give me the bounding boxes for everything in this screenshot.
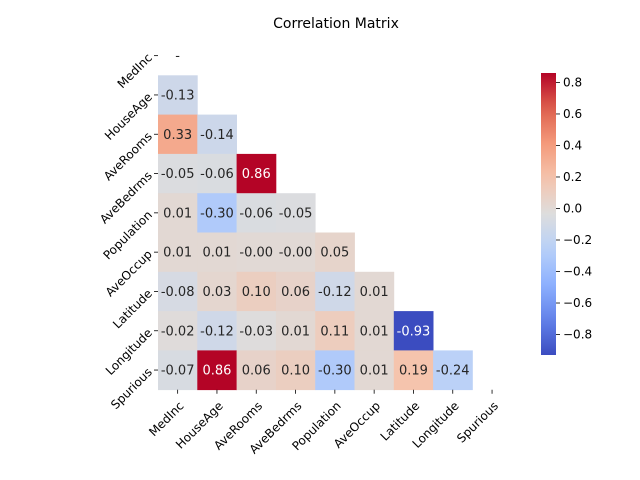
colorbar-tick-label: 0.8	[563, 75, 582, 89]
heatmap-cell-AveRooms-MedInc	[158, 114, 198, 155]
cell-value-label: -0.06	[200, 167, 234, 182]
cell-value-label: 0.11	[320, 324, 349, 339]
colorbar-tick-label: −0.8	[563, 328, 592, 342]
cell-value-label: -0.05	[279, 206, 313, 221]
cell-value-label: 0.19	[399, 364, 428, 379]
heatmap-cell-Spurious-AveOccup	[354, 350, 395, 391]
x-tick-label-Spurious: Spurious	[454, 399, 501, 446]
heatmap-cell-Longitude-MedInc	[158, 311, 198, 351]
cell-value-label: 0.05	[320, 246, 349, 261]
colorbar-tick-label: 0.6	[563, 107, 582, 121]
cell-value-label: -0.03	[239, 324, 273, 339]
cell-value-label: -0.93	[397, 324, 431, 339]
heatmap-cell-Spurious-AveRooms	[236, 350, 277, 391]
cell-value-label: 0.86	[242, 167, 271, 182]
cell-value-label: -0.02	[161, 324, 195, 339]
heatmap-cell-Latitude-AveOccup	[354, 271, 395, 312]
cell-value-label: 0.01	[202, 246, 231, 261]
heatmap-cell-AveOccup-AveBedrms	[275, 232, 316, 273]
heatmap-cell-AveBedrms-HouseAge	[197, 153, 237, 194]
heatmap-cell-Latitude-MedInc	[158, 271, 198, 312]
cell-value-label: 0.06	[281, 285, 310, 300]
heatmap-cell-HouseAge-MedInc	[158, 75, 198, 115]
cell-value-label: 0.86	[202, 364, 231, 379]
heatmap-cell-AveOccup-MedInc	[158, 232, 198, 273]
heatmap-cell-Spurious-AveBedrms	[275, 350, 316, 391]
heatmap-cell-Longitude-AveOccup	[354, 311, 395, 351]
y-tick-labels: MedIncHouseAgeAveRoomsAveBedrmsPopulatio…	[97, 51, 158, 412]
heatmap-cell-Latitude-AveBedrms	[275, 271, 316, 312]
cell-value-label: 0.01	[281, 324, 310, 339]
heatmap-cell-AveRooms-HouseAge	[197, 114, 237, 155]
cell-value-label: 0.06	[242, 364, 271, 379]
colorbar-tick-label: −0.6	[563, 296, 592, 310]
colorbar: 0.8 0.6 0.4 0.2 0.0 −0.2 −0.4 −0.6 −0.8	[541, 73, 592, 355]
cell-value-label: 0.01	[360, 285, 389, 300]
cell-value-label: 0.33	[163, 128, 192, 143]
heatmap-cell-Spurious-MedInc	[158, 350, 198, 391]
cell-value-label: -0.14	[200, 128, 234, 143]
heatmap-cell-Longitude-Population	[315, 311, 355, 351]
heatmap-cell-AveOccup-HouseAge	[197, 232, 237, 273]
cell-value-label: -0.05	[161, 167, 195, 182]
heatmap-cell-Latitude-AveRooms	[236, 271, 277, 312]
cell-value-label: 0.10	[281, 364, 310, 379]
colorbar-tick-label: −0.2	[563, 233, 592, 247]
heatmap-cell-Spurious-Longitude	[433, 350, 473, 391]
heatmap-cell-Population-AveBedrms	[275, 193, 316, 233]
colorbar-tick-label: −0.4	[563, 265, 592, 279]
heatmap-cell-AveBedrms-MedInc	[158, 153, 198, 194]
cell-value-label: 0.10	[242, 285, 271, 300]
heatmap-cells: -0.130.33 -0.14-0.05 -0.06 0.860.01 -0.30 -0.…	[158, 49, 473, 391]
cell-value-label: -0.00	[239, 246, 273, 261]
heatmap-cell-Latitude-Population	[315, 271, 355, 312]
heatmap-cell-Population-HouseAge	[197, 193, 237, 233]
cell-value-label: -0.12	[200, 324, 234, 339]
cell-value-label: -0.00	[279, 246, 313, 261]
cell-value-label: -0.30	[318, 364, 352, 379]
heatmap-cell-Longitude-AveRooms	[236, 311, 277, 351]
masked-cell-marker: -	[175, 49, 180, 64]
cell-value-label: -0.06	[239, 206, 273, 221]
colorbar-tick-label: 0.0	[563, 201, 582, 215]
heatmap-cell-Latitude-HouseAge	[197, 271, 237, 312]
chart-title: Correlation Matrix	[273, 16, 399, 32]
cell-value-label: -0.24	[436, 364, 470, 379]
cell-value-label: 0.03	[202, 285, 231, 300]
x-tick-labels: MedIncHouseAgeAveRoomsAveBedrmsPopulatio…	[146, 389, 501, 457]
cell-value-label: -0.08	[161, 285, 195, 300]
heatmap-cell-Spurious-Latitude	[393, 350, 434, 391]
cell-value-label: 0.01	[360, 324, 389, 339]
heatmap-cell-Population-AveRooms	[236, 193, 277, 233]
cell-value-label: 0.01	[163, 246, 192, 261]
heatmap-cell-AveOccup-AveRooms	[236, 232, 277, 273]
cell-value-label: -0.30	[200, 206, 234, 221]
heatmap-cell-Longitude-HouseAge	[197, 311, 237, 351]
heatmap-cell-Longitude-Latitude	[393, 311, 434, 351]
colorbar-gradient	[541, 73, 556, 355]
cell-value-label: -0.12	[318, 285, 352, 300]
heatmap-cell-AveBedrms-AveRooms	[236, 153, 277, 194]
colorbar-tick-label: 0.2	[563, 170, 582, 184]
heatmap-cell-AveOccup-Population	[315, 232, 355, 273]
heatmap-cell-Spurious-HouseAge	[197, 350, 237, 391]
cell-value-label: -0.07	[161, 364, 195, 379]
cell-value-label: 0.01	[360, 364, 389, 379]
cell-value-label: 0.01	[163, 206, 192, 221]
heatmap-cell-Population-MedInc	[158, 193, 198, 233]
heatmap-cell-Longitude-AveBedrms	[275, 311, 316, 351]
heatmap-cell-Spurious-Population	[315, 350, 355, 391]
y-tick-label-MedInc: MedInc	[115, 51, 155, 91]
colorbar-tick-label: 0.4	[563, 138, 582, 152]
cell-value-label: -0.13	[161, 88, 195, 103]
